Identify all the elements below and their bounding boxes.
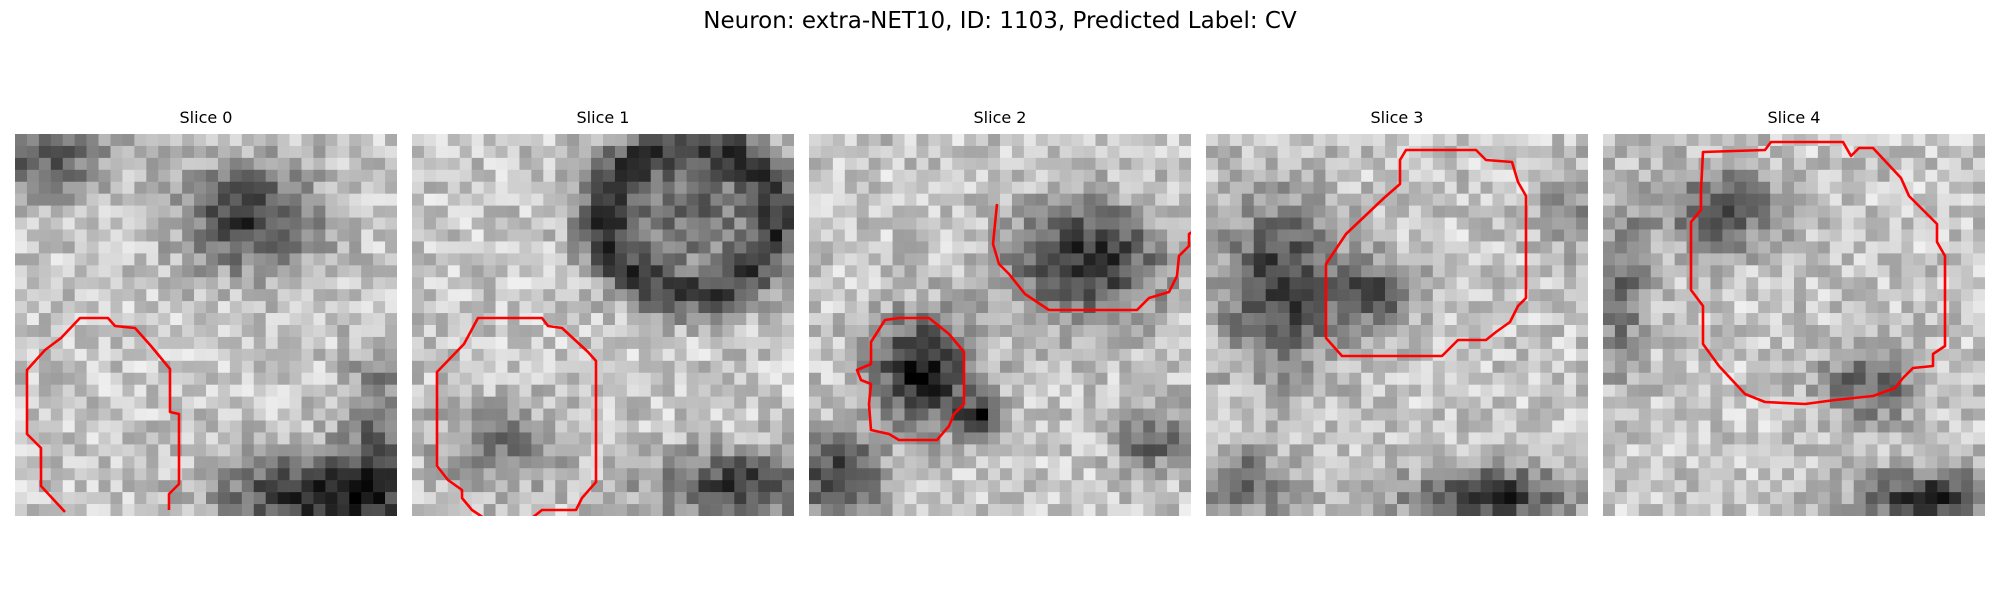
roi-contour-0 <box>991 203 1191 312</box>
image-pixels <box>1206 134 1588 516</box>
slice-title-2: Slice 2 <box>973 108 1027 127</box>
slice-title-4: Slice 4 <box>1767 108 1821 127</box>
slice-title-0: Slice 0 <box>179 108 233 127</box>
slice-image-1 <box>412 134 794 516</box>
roi-contour <box>25 316 181 513</box>
slice-image-3 <box>1206 134 1588 516</box>
slice-image-2 <box>809 134 1191 516</box>
roi-contour <box>1324 148 1528 358</box>
roi-contour-1 <box>855 316 966 442</box>
slice-title-3: Slice 3 <box>1370 108 1424 127</box>
roi-contour <box>1689 140 1947 406</box>
image-pixels <box>412 134 794 516</box>
image-pixels <box>809 134 1191 516</box>
roi-contour <box>435 316 598 516</box>
slice-image-0 <box>15 134 397 516</box>
figure-title: Neuron: extra-NET10, ID: 1103, Predicted… <box>703 8 1297 34</box>
slice-image-4 <box>1603 134 1985 516</box>
slice-title-1: Slice 1 <box>576 108 630 127</box>
image-pixels <box>1603 134 1985 516</box>
